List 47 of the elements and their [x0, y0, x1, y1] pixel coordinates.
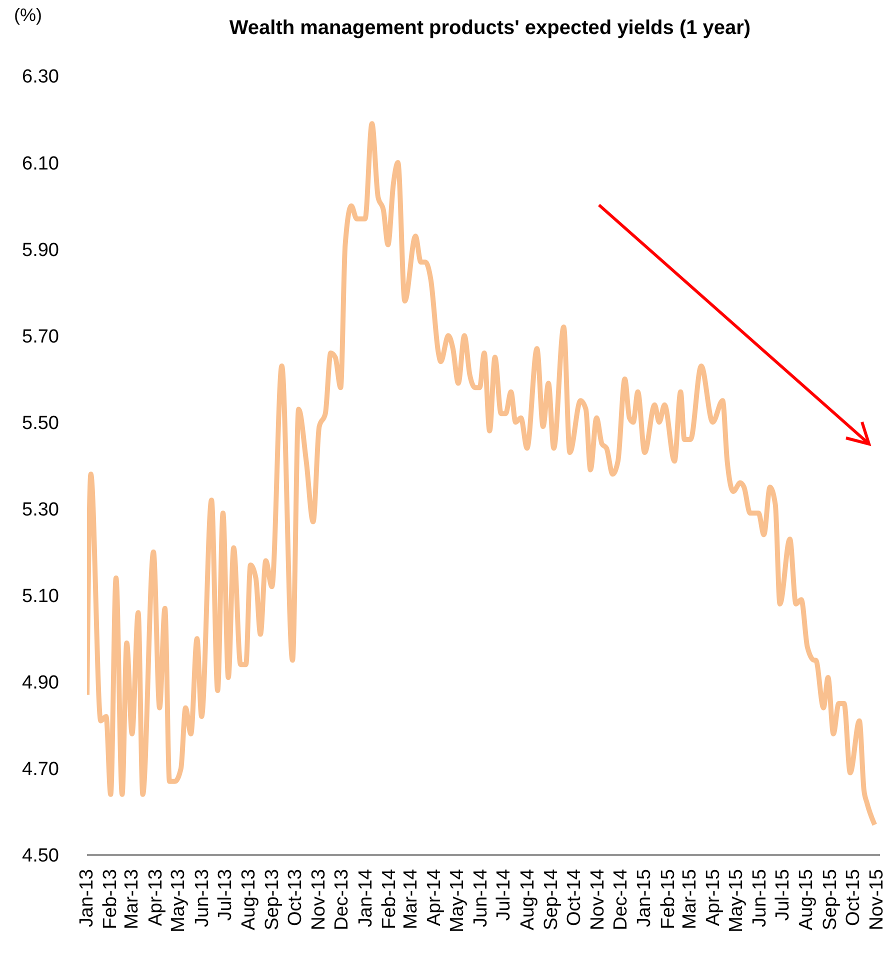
x-tick-label: Jan-13 [76, 869, 98, 928]
x-tick-label: Jul-15 [772, 869, 794, 921]
x-tick-label: Nov-14 [588, 868, 609, 930]
x-tick-label: Aug-13 [238, 869, 260, 930]
x-tick-label: Feb-15 [658, 869, 679, 930]
x-tick-label: Mar-15 [679, 869, 700, 930]
x-tick-label: Dec-13 [332, 869, 353, 930]
y-tick-label: 5.70 [22, 326, 59, 348]
x-tick-label: May-13 [168, 869, 190, 932]
x-tick-label: Oct-15 [842, 869, 864, 926]
x-tick-label: Jul-14 [494, 868, 515, 921]
x-tick-label: Aug-14 [517, 868, 538, 930]
y-tick-label: 5.90 [22, 240, 59, 261]
x-tick-label: Mar-14 [400, 868, 422, 930]
x-tick-label: Jan-14 [355, 868, 376, 928]
x-tick-label: Sep-13 [262, 869, 284, 930]
y-tick-label: 5.10 [22, 586, 59, 608]
x-tick-label: Jun-14 [470, 868, 492, 928]
y-tick-label: 4.70 [22, 759, 59, 780]
x-tick-label: Feb-13 [100, 869, 122, 930]
x-tick-label: Feb-14 [379, 868, 400, 930]
x-tick-label: Sep-15 [820, 869, 841, 930]
x-tick-label: Jan-15 [634, 869, 656, 928]
y-tick-label: 5.50 [22, 412, 59, 434]
x-tick-label: Oct-13 [285, 869, 306, 926]
x-tick-label: Jun-15 [750, 869, 771, 928]
x-tick-label: May-14 [447, 868, 468, 932]
x-tick-label: Mar-13 [122, 869, 143, 930]
y-tick-label: 5.30 [22, 500, 59, 521]
x-tick-label: Apr-14 [424, 868, 446, 926]
x-tick-label: Aug-15 [796, 869, 818, 930]
x-tick-label: Nov-15 [866, 869, 887, 930]
x-tick-label: Dec-14 [610, 868, 632, 930]
y-tick-label: 6.30 [22, 66, 59, 88]
y-axis-title: (%) [14, 5, 42, 26]
y-tick-label: 4.90 [22, 672, 59, 694]
x-tick-label: May-15 [726, 869, 747, 932]
x-tick-label: Sep-14 [540, 868, 562, 930]
x-tick-label: Apr-13 [145, 869, 166, 926]
x-tick-label: Oct-14 [564, 868, 585, 926]
y-tick-label: 4.50 [22, 846, 59, 867]
chart-title: Wealth management products' expected yields (1 year) [228, 17, 752, 40]
x-tick-label: Jun-13 [192, 869, 213, 928]
x-tick-label: Apr-15 [702, 869, 724, 926]
x-tick-label: Nov-13 [308, 869, 330, 930]
y-tick-label: 6.10 [22, 153, 59, 174]
x-tick-label: Jul-13 [214, 869, 236, 921]
